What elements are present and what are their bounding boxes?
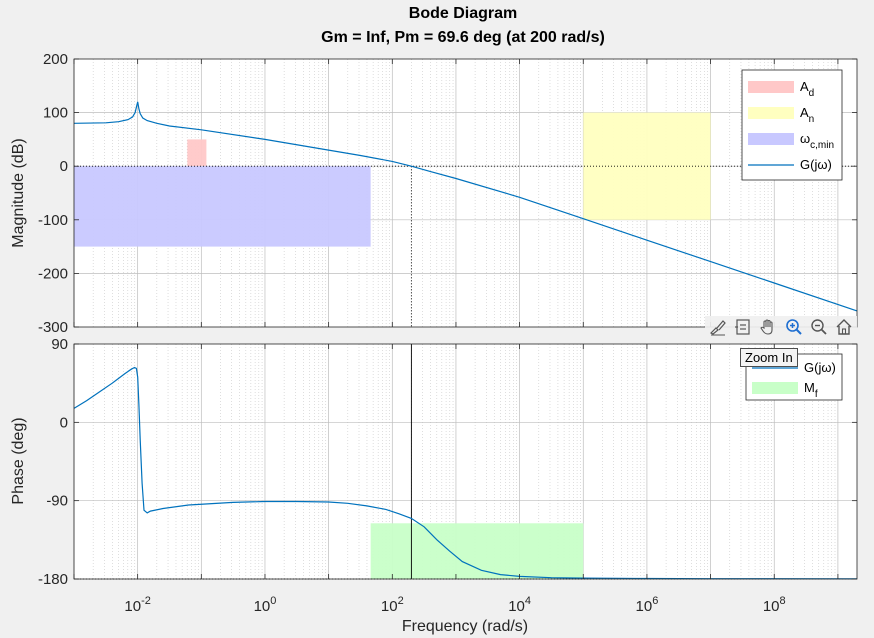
zoom-in-icon xyxy=(785,319,802,335)
legend-label: An xyxy=(800,105,814,125)
magnitude-ytick-label: -200 xyxy=(38,265,68,282)
home-button[interactable] xyxy=(833,317,855,337)
phase-axes[interactable]: 90 0 -90 -180 10-2 100 102 104 106 108 G(jω) Mf xyxy=(38,336,858,615)
xtick-label: 106 xyxy=(636,595,659,615)
magnitude-ytick-label: 200 xyxy=(43,51,68,68)
magnitude-ylabel: Magnitude (dB) xyxy=(10,138,27,247)
brush-button[interactable] xyxy=(707,317,729,337)
xtick-label: 10-2 xyxy=(124,595,150,615)
legend-swatch xyxy=(748,133,794,145)
legend-swatch xyxy=(748,81,794,93)
xtick-label: 102 xyxy=(381,595,404,615)
phase-ytick-label: -180 xyxy=(38,571,68,588)
phase-ytick-label: 0 xyxy=(60,414,68,431)
legend-swatch xyxy=(752,382,798,394)
magnitude-ytick-label: -100 xyxy=(38,212,68,229)
home-icon xyxy=(836,319,852,335)
xtick-label: 104 xyxy=(508,595,531,615)
region-omega_c_min xyxy=(74,166,371,247)
phase-series-line xyxy=(73,366,858,580)
brush-icon xyxy=(709,320,726,336)
axes-toolbar xyxy=(705,316,857,338)
magnitude-axes-box xyxy=(73,58,858,328)
zoom-out-button[interactable] xyxy=(808,317,830,337)
magnitude-axes[interactable]: 200 100 0 -100 -200 -300 Ad An ωc,min G(jω) xyxy=(38,51,858,336)
phase-ytick-label: -90 xyxy=(46,493,68,510)
magnitude-ytick-label: 100 xyxy=(43,105,68,122)
legend-label: G(jω) xyxy=(800,157,832,172)
pan-icon xyxy=(760,319,773,335)
region-A_d xyxy=(187,139,207,167)
frequency-xlabel: Frequency (rad/s) xyxy=(402,618,528,635)
datatip-icon xyxy=(734,319,750,335)
legend-swatch xyxy=(748,107,794,119)
magnitude-legend: Ad An ωc,min G(jω) xyxy=(741,69,843,181)
figure-subtitle: Gm = Inf, Pm = 69.6 deg (at 200 rad/s) xyxy=(321,29,605,46)
legend-label: Mf xyxy=(804,380,818,400)
datatip-button[interactable] xyxy=(732,317,754,337)
legend-label: ωc,min xyxy=(800,131,834,151)
phase-ylabel: Phase (deg) xyxy=(10,417,27,504)
pan-button[interactable] xyxy=(757,317,779,337)
legend-label: G(jω) xyxy=(804,360,836,375)
xtick-label: 108 xyxy=(763,595,786,615)
legend-label: Ad xyxy=(800,79,814,99)
zoom-in-tooltip: Zoom In xyxy=(740,348,798,367)
zoom-out-icon xyxy=(811,319,827,335)
magnitude-series-line xyxy=(73,101,858,312)
magnitude-ytick-label: -300 xyxy=(38,319,68,336)
phase-axes-box xyxy=(73,343,858,580)
xtick-label: 100 xyxy=(254,595,277,615)
region-M_f xyxy=(370,523,584,579)
phase-ytick-label: 90 xyxy=(51,336,68,353)
magnitude-ytick-label: 0 xyxy=(60,158,68,175)
zoom-in-button[interactable] xyxy=(783,317,805,337)
figure-title: Bode Diagram xyxy=(409,5,517,22)
